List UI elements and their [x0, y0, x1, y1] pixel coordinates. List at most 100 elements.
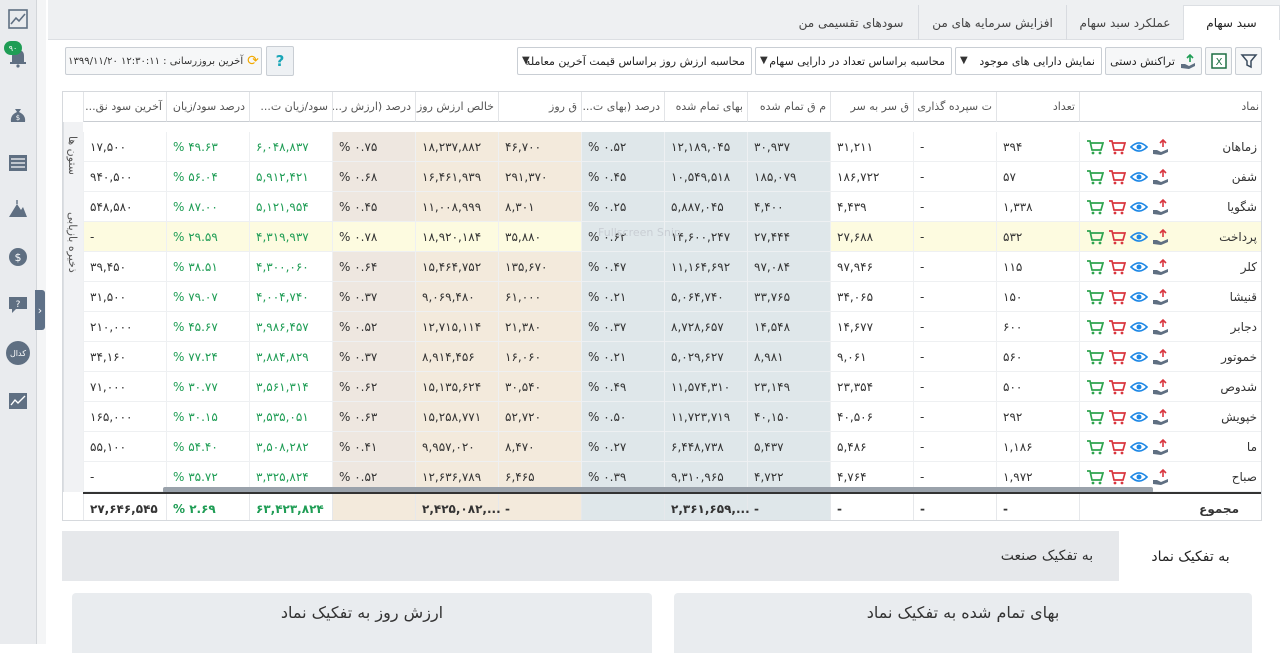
table-row[interactable]: شدوص ۵۰۰-۲۳,۳۵۴ ۲۳,۱۴۹ ۱۱,۵۷۴,۳۱۰% ۰.۴۹ ۳۰,۵…	[83, 372, 1261, 402]
capital-increase-icon[interactable]	[1152, 168, 1170, 186]
eye-icon[interactable]	[1130, 258, 1148, 276]
tab-by-symbol[interactable]: به تفکیک نماد	[1119, 531, 1262, 583]
eye-icon[interactable]	[1130, 468, 1148, 486]
capital-increase-icon[interactable]	[1152, 228, 1170, 246]
column-header[interactable]: نماد	[1079, 92, 1261, 122]
sell-cart-icon[interactable]	[1108, 168, 1126, 186]
kodal-icon[interactable]: کدال	[5, 340, 31, 366]
buy-cart-icon[interactable]	[1086, 228, 1104, 246]
symbol-name[interactable]: خموتور	[1221, 349, 1257, 364]
refresh-button[interactable]: آخرین بروزرسانی : ۱۲:۳۰:۱۱ ۱۳۹۹/۱۱/۲۰ ⟳	[65, 47, 262, 75]
capital-increase-icon[interactable]	[1152, 138, 1170, 156]
calc-by-price-select[interactable]: محاسبه ارزش روز براساس قیمت آخرین معامله…	[517, 47, 752, 75]
buy-cart-icon[interactable]	[1086, 318, 1104, 336]
column-header[interactable]: خالص ارزش روز	[415, 92, 498, 122]
sell-cart-icon[interactable]	[1108, 198, 1126, 216]
column-header[interactable]: ق سر به سر	[830, 92, 913, 122]
eye-icon[interactable]	[1130, 438, 1148, 456]
symbol-name[interactable]: دجابر	[1230, 319, 1257, 334]
capital-increase-icon[interactable]	[1152, 198, 1170, 216]
sell-cart-icon[interactable]	[1108, 408, 1126, 426]
table-row[interactable]: دجابر ۶۰۰-۱۴,۶۷۷ ۱۴,۵۴۸ ۸,۷۲۸,۶۵۷% ۰.۳۷ ۲۱,۳…	[83, 312, 1261, 342]
chart-icon[interactable]	[5, 6, 31, 32]
capital-increase-icon[interactable]	[1152, 288, 1170, 306]
eye-icon[interactable]	[1130, 168, 1148, 186]
filter-button[interactable]	[1235, 47, 1262, 75]
excel-export-button[interactable]: X	[1205, 47, 1232, 75]
table-row[interactable]: ما ۱,۱۸۶-۵,۴۸۶ ۵,۴۳۷ ۶,۴۴۸,۷۳۸% ۰.۲۷ ۸,۴۷۰ ۹,…	[83, 432, 1261, 462]
columns-toggle[interactable]: ستون ها	[66, 136, 79, 175]
column-header[interactable]: تعداد	[996, 92, 1079, 122]
show-assets-select[interactable]: نمایش دارایی های موجود ▼	[955, 47, 1102, 75]
eye-icon[interactable]	[1130, 228, 1148, 246]
buy-cart-icon[interactable]	[1086, 408, 1104, 426]
capital-increase-icon[interactable]	[1152, 408, 1170, 426]
tab-portfolio[interactable]: سبد سهام	[1183, 5, 1280, 40]
capital-increase-icon[interactable]	[1152, 378, 1170, 396]
sell-cart-icon[interactable]	[1108, 318, 1126, 336]
column-header[interactable]: ق روز	[498, 92, 581, 122]
eye-icon[interactable]	[1130, 138, 1148, 156]
column-header[interactable]: درصد سود/زیان	[166, 92, 249, 122]
eye-icon[interactable]	[1130, 408, 1148, 426]
manual-transaction-button[interactable]: تراکنش دستی	[1105, 47, 1202, 75]
sell-cart-icon[interactable]	[1108, 228, 1126, 246]
symbol-name[interactable]: کلر	[1240, 259, 1257, 274]
buy-cart-icon[interactable]	[1086, 348, 1104, 366]
symbol-name[interactable]: شدوص	[1220, 379, 1257, 394]
eye-icon[interactable]	[1130, 348, 1148, 366]
tab-by-industry[interactable]: به تفکیک صنعت	[1000, 548, 1094, 564]
sell-cart-icon[interactable]	[1108, 438, 1126, 456]
column-header[interactable]: ت سپرده گذاری	[913, 92, 996, 122]
eye-icon[interactable]	[1130, 378, 1148, 396]
capital-increase-icon[interactable]	[1152, 258, 1170, 276]
market-chart-icon[interactable]	[5, 388, 31, 414]
sell-cart-icon[interactable]	[1108, 138, 1126, 156]
column-header[interactable]: درصد (ارزش ر...	[332, 92, 415, 122]
horizontal-scrollbar[interactable]	[163, 487, 1153, 493]
tab-dividends[interactable]: سودهای تقسیمی من	[798, 15, 904, 30]
buy-cart-icon[interactable]	[1086, 438, 1104, 456]
money-bag-icon[interactable]: $	[5, 102, 31, 128]
symbol-name[interactable]: صباح	[1231, 469, 1257, 484]
column-header[interactable]: درصد (بهای ت...	[581, 92, 664, 122]
symbol-name[interactable]: شگویا	[1227, 199, 1257, 214]
buy-cart-icon[interactable]	[1086, 258, 1104, 276]
symbol-name[interactable]: خپویش	[1221, 409, 1257, 424]
column-header[interactable]: آخرین سود نق...	[83, 92, 166, 122]
sell-cart-icon[interactable]	[1108, 288, 1126, 306]
bell-icon[interactable]: ۹۰	[4, 41, 31, 70]
tab-portfolio-performance[interactable]: عملکرد سبد سهام	[1066, 5, 1183, 40]
capital-increase-icon[interactable]	[1152, 348, 1170, 366]
table-row[interactable]: شفن ۵۷-۱۸۶,۷۲۲ ۱۸۵,۰۷۹ ۱۰,۵۴۹,۵۱۸% ۰.۴۵ ۲۹۱,…	[83, 162, 1261, 192]
table-row[interactable]: خموتور ۵۶۰-۹,۰۶۱ ۸,۹۸۱ ۵,۰۲۹,۶۲۷% ۰.۲۱ ۱۶,۰۶…	[83, 342, 1261, 372]
save-restore-toggle[interactable]: ذخیره بازیابی	[66, 212, 79, 273]
list-icon[interactable]	[5, 150, 31, 176]
table-row[interactable]: پرداخت ۵۳۲-۲۷,۶۸۸ ۲۷,۴۴۴ ۱۴,۶۰۰,۲۴۷% ۰.۶۲ ۳۵…	[83, 222, 1261, 252]
column-header[interactable]: بهای تمام شده	[664, 92, 747, 122]
table-row[interactable]: زماهان ۳۹۴-۳۱,۲۱۱ ۳۰,۹۳۷ ۱۲,۱۸۹,۰۴۵% ۰.۵۲ ۴۶…	[83, 132, 1261, 162]
column-header[interactable]: سود/زیان ت...	[249, 92, 332, 122]
calc-by-count-select[interactable]: محاسبه براساس تعداد در دارایی سهام ▼	[755, 47, 952, 75]
buy-cart-icon[interactable]	[1086, 198, 1104, 216]
sell-cart-icon[interactable]	[1108, 468, 1126, 486]
coin-icon[interactable]: $	[5, 244, 31, 270]
table-row[interactable]: خپویش ۲۹۲-۴۰,۵۰۶ ۴۰,۱۵۰ ۱۱,۷۲۳,۷۱۹% ۰.۵۰ ۵۲,…	[83, 402, 1261, 432]
help-button[interactable]: ?	[266, 46, 294, 76]
table-row[interactable]: شگویا ۱,۳۳۸-۴,۴۳۹ ۴,۴۰۰ ۵,۸۸۷,۰۴۵% ۰.۲۵ ۸,۳۰…	[83, 192, 1261, 222]
buy-cart-icon[interactable]	[1086, 288, 1104, 306]
mountain-icon[interactable]	[5, 196, 31, 222]
eye-icon[interactable]	[1130, 288, 1148, 306]
sell-cart-icon[interactable]	[1108, 258, 1126, 276]
eye-icon[interactable]	[1130, 318, 1148, 336]
help-chat-icon[interactable]: ?	[5, 292, 31, 318]
eye-icon[interactable]	[1130, 198, 1148, 216]
symbol-name[interactable]: قنیشا	[1229, 289, 1257, 304]
buy-cart-icon[interactable]	[1086, 378, 1104, 396]
table-row[interactable]: قنیشا ۱۵۰-۳۴,۰۶۵ ۳۳,۷۶۵ ۵,۰۶۴,۷۴۰% ۰.۲۱ ۶۱,۰…	[83, 282, 1261, 312]
rail-collapse-toggle[interactable]: ›	[35, 290, 45, 330]
tab-capital-increases[interactable]: افزایش سرمایه های من	[918, 5, 1066, 40]
symbol-name[interactable]: شفن	[1231, 169, 1257, 184]
sell-cart-icon[interactable]	[1108, 378, 1126, 396]
symbol-name[interactable]: ما	[1246, 439, 1257, 454]
